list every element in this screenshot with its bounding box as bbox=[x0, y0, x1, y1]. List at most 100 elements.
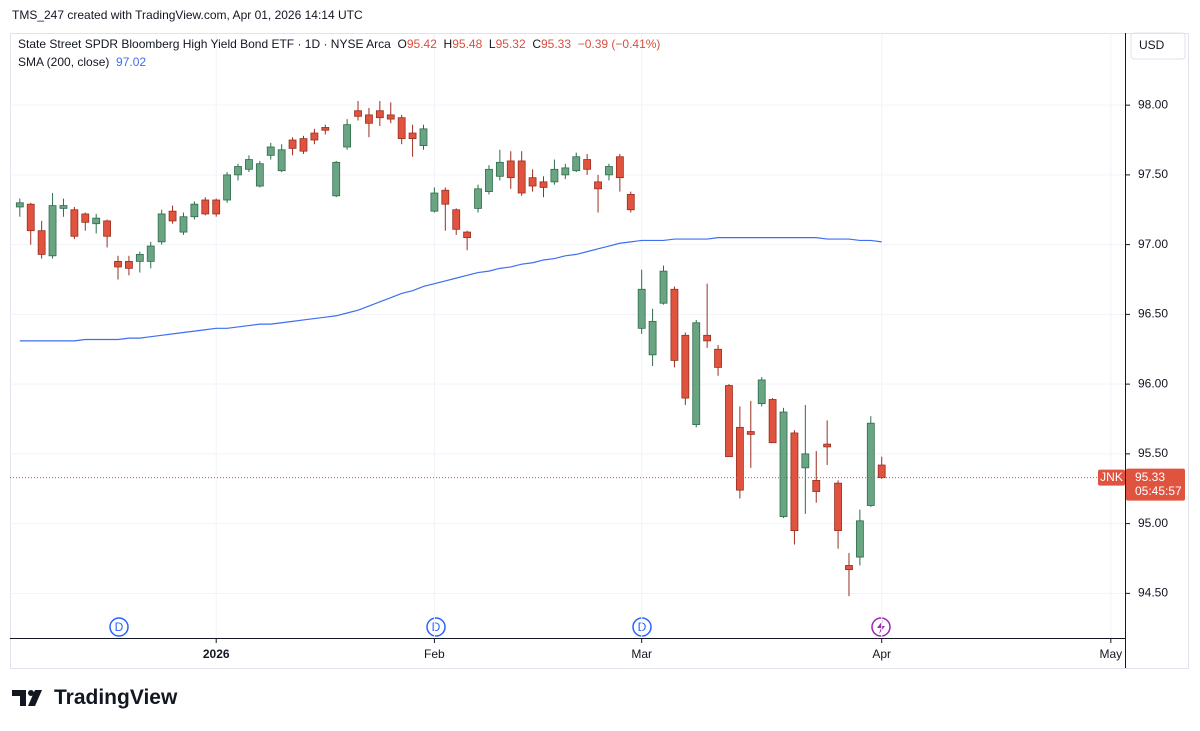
high-label: H bbox=[443, 37, 453, 51]
candle-body bbox=[430, 192, 439, 212]
x-tick-label: 2026 bbox=[203, 647, 230, 661]
y-tick-label: 96.50 bbox=[1138, 307, 1168, 321]
x-tick-label: May bbox=[1099, 647, 1122, 661]
close-label: C bbox=[532, 37, 541, 51]
low-value: 95.32 bbox=[495, 37, 526, 51]
candle-body bbox=[594, 181, 602, 190]
candle-body bbox=[495, 161, 504, 177]
y-tick-label: 96.00 bbox=[1138, 376, 1168, 390]
candle-body bbox=[615, 156, 624, 179]
symbol-title: State Street SPDR Bloomberg High Yield B… bbox=[18, 37, 391, 51]
candle-body bbox=[790, 432, 799, 531]
sma-value: 97.02 bbox=[116, 55, 147, 69]
sma-line bbox=[19, 237, 882, 342]
earnings-marker[interactable] bbox=[871, 617, 891, 637]
symbol-tag-label: JNK bbox=[1100, 470, 1123, 484]
dividend-marker[interactable]: D bbox=[109, 617, 129, 637]
candle-body bbox=[245, 159, 253, 170]
price-tag-label: 95.33 bbox=[1135, 470, 1165, 484]
candle-body bbox=[114, 260, 122, 268]
candle-body bbox=[572, 156, 581, 172]
logo-text: TradingView bbox=[54, 686, 178, 709]
legend-sma: SMA (200, close) 97.02 bbox=[18, 55, 146, 69]
candle-body bbox=[277, 149, 286, 172]
candle-body bbox=[223, 174, 232, 201]
logo: TradingView bbox=[12, 686, 177, 710]
candle-body bbox=[779, 411, 788, 518]
candle-body bbox=[201, 199, 210, 215]
candle-body bbox=[288, 139, 297, 149]
candle-body bbox=[735, 426, 744, 491]
candle-body bbox=[506, 160, 515, 179]
candle-body bbox=[299, 138, 308, 152]
candle-body bbox=[441, 189, 450, 205]
candle-body bbox=[81, 213, 90, 223]
y-tick-label: 98.00 bbox=[1138, 97, 1168, 111]
countdown: 05:45:57 bbox=[1135, 484, 1182, 498]
candle-body bbox=[583, 159, 592, 170]
candle-body bbox=[343, 124, 352, 148]
candle-body bbox=[146, 245, 155, 262]
header: TMS_247 created with TradingView.com, Ap… bbox=[12, 8, 363, 22]
x-tick-label: Mar bbox=[631, 647, 652, 661]
candle-body bbox=[332, 161, 341, 197]
candle-body bbox=[703, 334, 712, 342]
candle-body bbox=[823, 443, 832, 448]
candle-body bbox=[550, 168, 559, 183]
y-tick-label: 95.50 bbox=[1138, 446, 1168, 460]
y-tick-label: 94.50 bbox=[1138, 586, 1168, 600]
candle-body bbox=[397, 117, 406, 140]
candle-body bbox=[365, 114, 373, 124]
candle-body bbox=[539, 181, 548, 188]
candle-body bbox=[485, 168, 493, 193]
candle-body bbox=[659, 270, 668, 304]
candle-body bbox=[375, 110, 384, 119]
candle-body bbox=[866, 422, 875, 506]
candle-body bbox=[517, 160, 526, 194]
candle-body bbox=[386, 114, 395, 120]
candle-body bbox=[812, 479, 821, 492]
logo-icon bbox=[12, 690, 42, 706]
candle-body bbox=[528, 177, 537, 187]
candle-body bbox=[26, 203, 35, 232]
candle-body bbox=[692, 322, 701, 425]
candle-body bbox=[168, 210, 177, 222]
candle-body bbox=[255, 163, 264, 187]
candle-body bbox=[354, 110, 362, 117]
y-tick-label: 97.00 bbox=[1138, 237, 1168, 251]
change: −0.39 (−0.41%) bbox=[577, 37, 661, 51]
candle-body bbox=[179, 216, 188, 233]
candle-body bbox=[310, 132, 319, 141]
currency-box[interactable] bbox=[1130, 32, 1186, 60]
high-value: 95.48 bbox=[452, 37, 483, 51]
x-tick-label: Apr bbox=[872, 647, 891, 661]
candle-body bbox=[714, 348, 722, 368]
candle-body bbox=[212, 199, 221, 215]
candle-body bbox=[135, 253, 144, 262]
candle-body bbox=[637, 288, 646, 329]
marker-label: D bbox=[115, 620, 124, 634]
candle-body bbox=[59, 205, 68, 209]
candle-body bbox=[801, 453, 810, 469]
x-tick-label: Feb bbox=[424, 647, 445, 661]
close-value: 95.33 bbox=[540, 37, 572, 51]
marker-label: D bbox=[432, 620, 441, 634]
candle-body bbox=[845, 565, 853, 571]
legend-main: State Street SPDR Bloomberg High Yield B… bbox=[18, 37, 660, 51]
open-value: 95.42 bbox=[406, 37, 437, 51]
candle-body bbox=[877, 464, 886, 478]
dividend-marker[interactable]: D bbox=[426, 617, 446, 637]
sma-name: SMA (200, close) bbox=[18, 55, 110, 69]
candle-body bbox=[15, 202, 24, 208]
currency[interactable]: USD bbox=[1139, 38, 1165, 52]
candle-body bbox=[125, 260, 133, 269]
y-tick-label: 95.00 bbox=[1138, 516, 1168, 530]
candle-body bbox=[70, 209, 79, 237]
candle-body bbox=[234, 166, 242, 176]
candle-body bbox=[103, 220, 111, 237]
candle-body bbox=[670, 288, 679, 361]
candle-body bbox=[92, 217, 101, 225]
candle-body bbox=[408, 132, 417, 140]
